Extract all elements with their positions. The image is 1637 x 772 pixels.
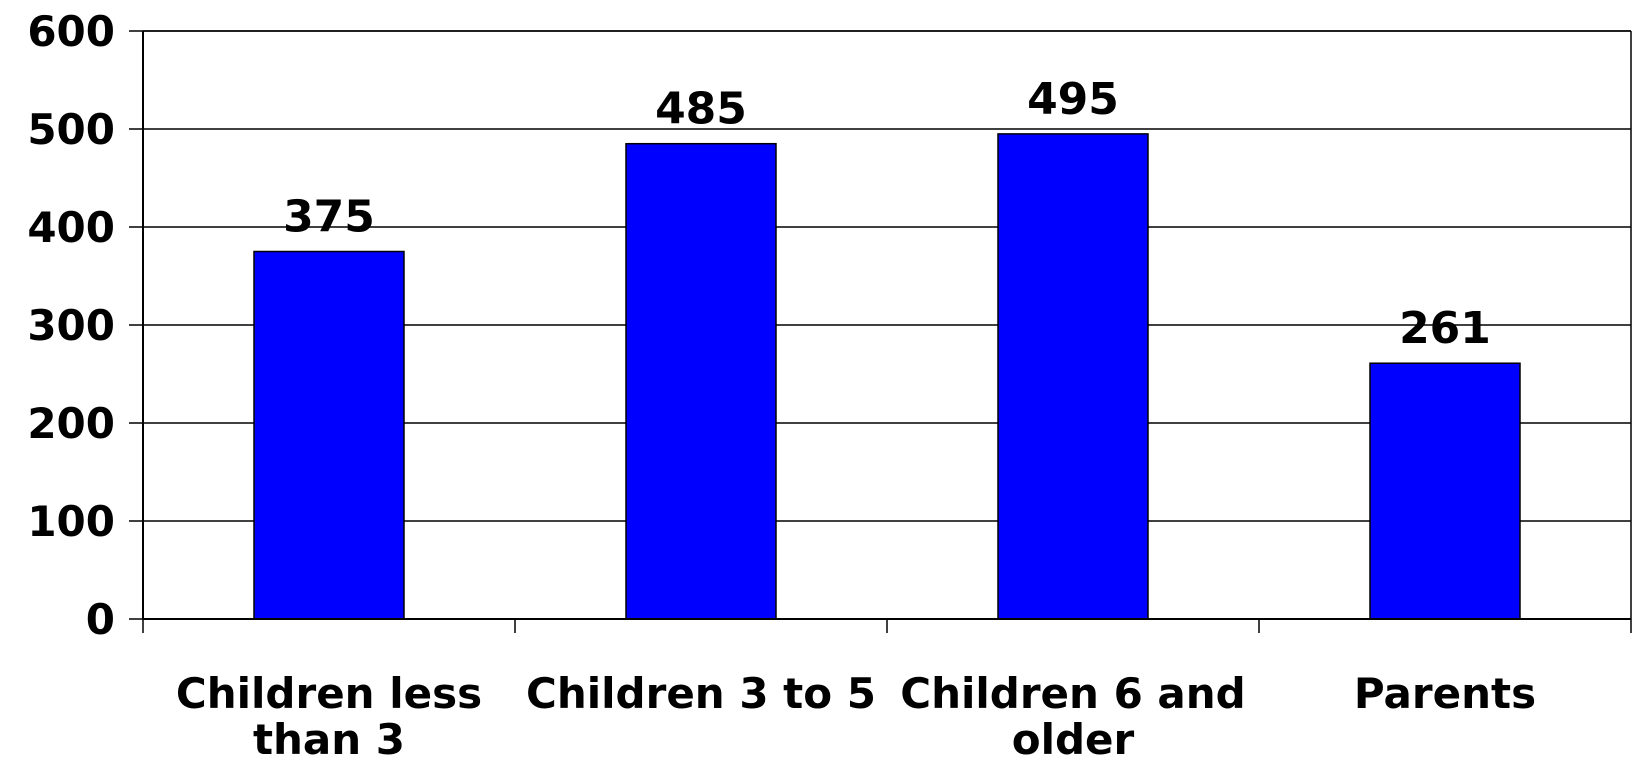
axes [129,30,1632,633]
y-tick-label: 500 [27,105,115,154]
x-tick-label: Children 3 to 5 [526,669,876,718]
bars [253,133,1521,620]
data-label: 495 [1027,74,1119,125]
y-tick-label: 0 [86,595,115,644]
bar [625,142,777,620]
y-tick-label: 300 [27,301,115,350]
y-tick-label: 200 [27,399,115,448]
x-tick-label: Parents [1354,669,1536,718]
data-label: 375 [283,192,375,243]
bar [997,133,1149,620]
data-labels: 375 485 495 261 [283,74,1491,354]
y-tick-label: 100 [27,497,115,546]
y-tick-labels: 0 100 200 300 400 500 600 [27,7,115,644]
x-tick-label: Children 6 and older [900,669,1245,764]
y-tick-label: 600 [27,7,115,56]
bar [253,250,405,620]
data-label: 261 [1399,303,1491,354]
x-tick-labels: Children less than 3 Children 3 to 5 Childr… [176,669,1536,764]
y-tick-label: 400 [27,203,115,252]
bar [1369,362,1521,620]
x-tick-label: Children less than 3 [176,669,482,764]
data-label: 485 [655,84,747,135]
